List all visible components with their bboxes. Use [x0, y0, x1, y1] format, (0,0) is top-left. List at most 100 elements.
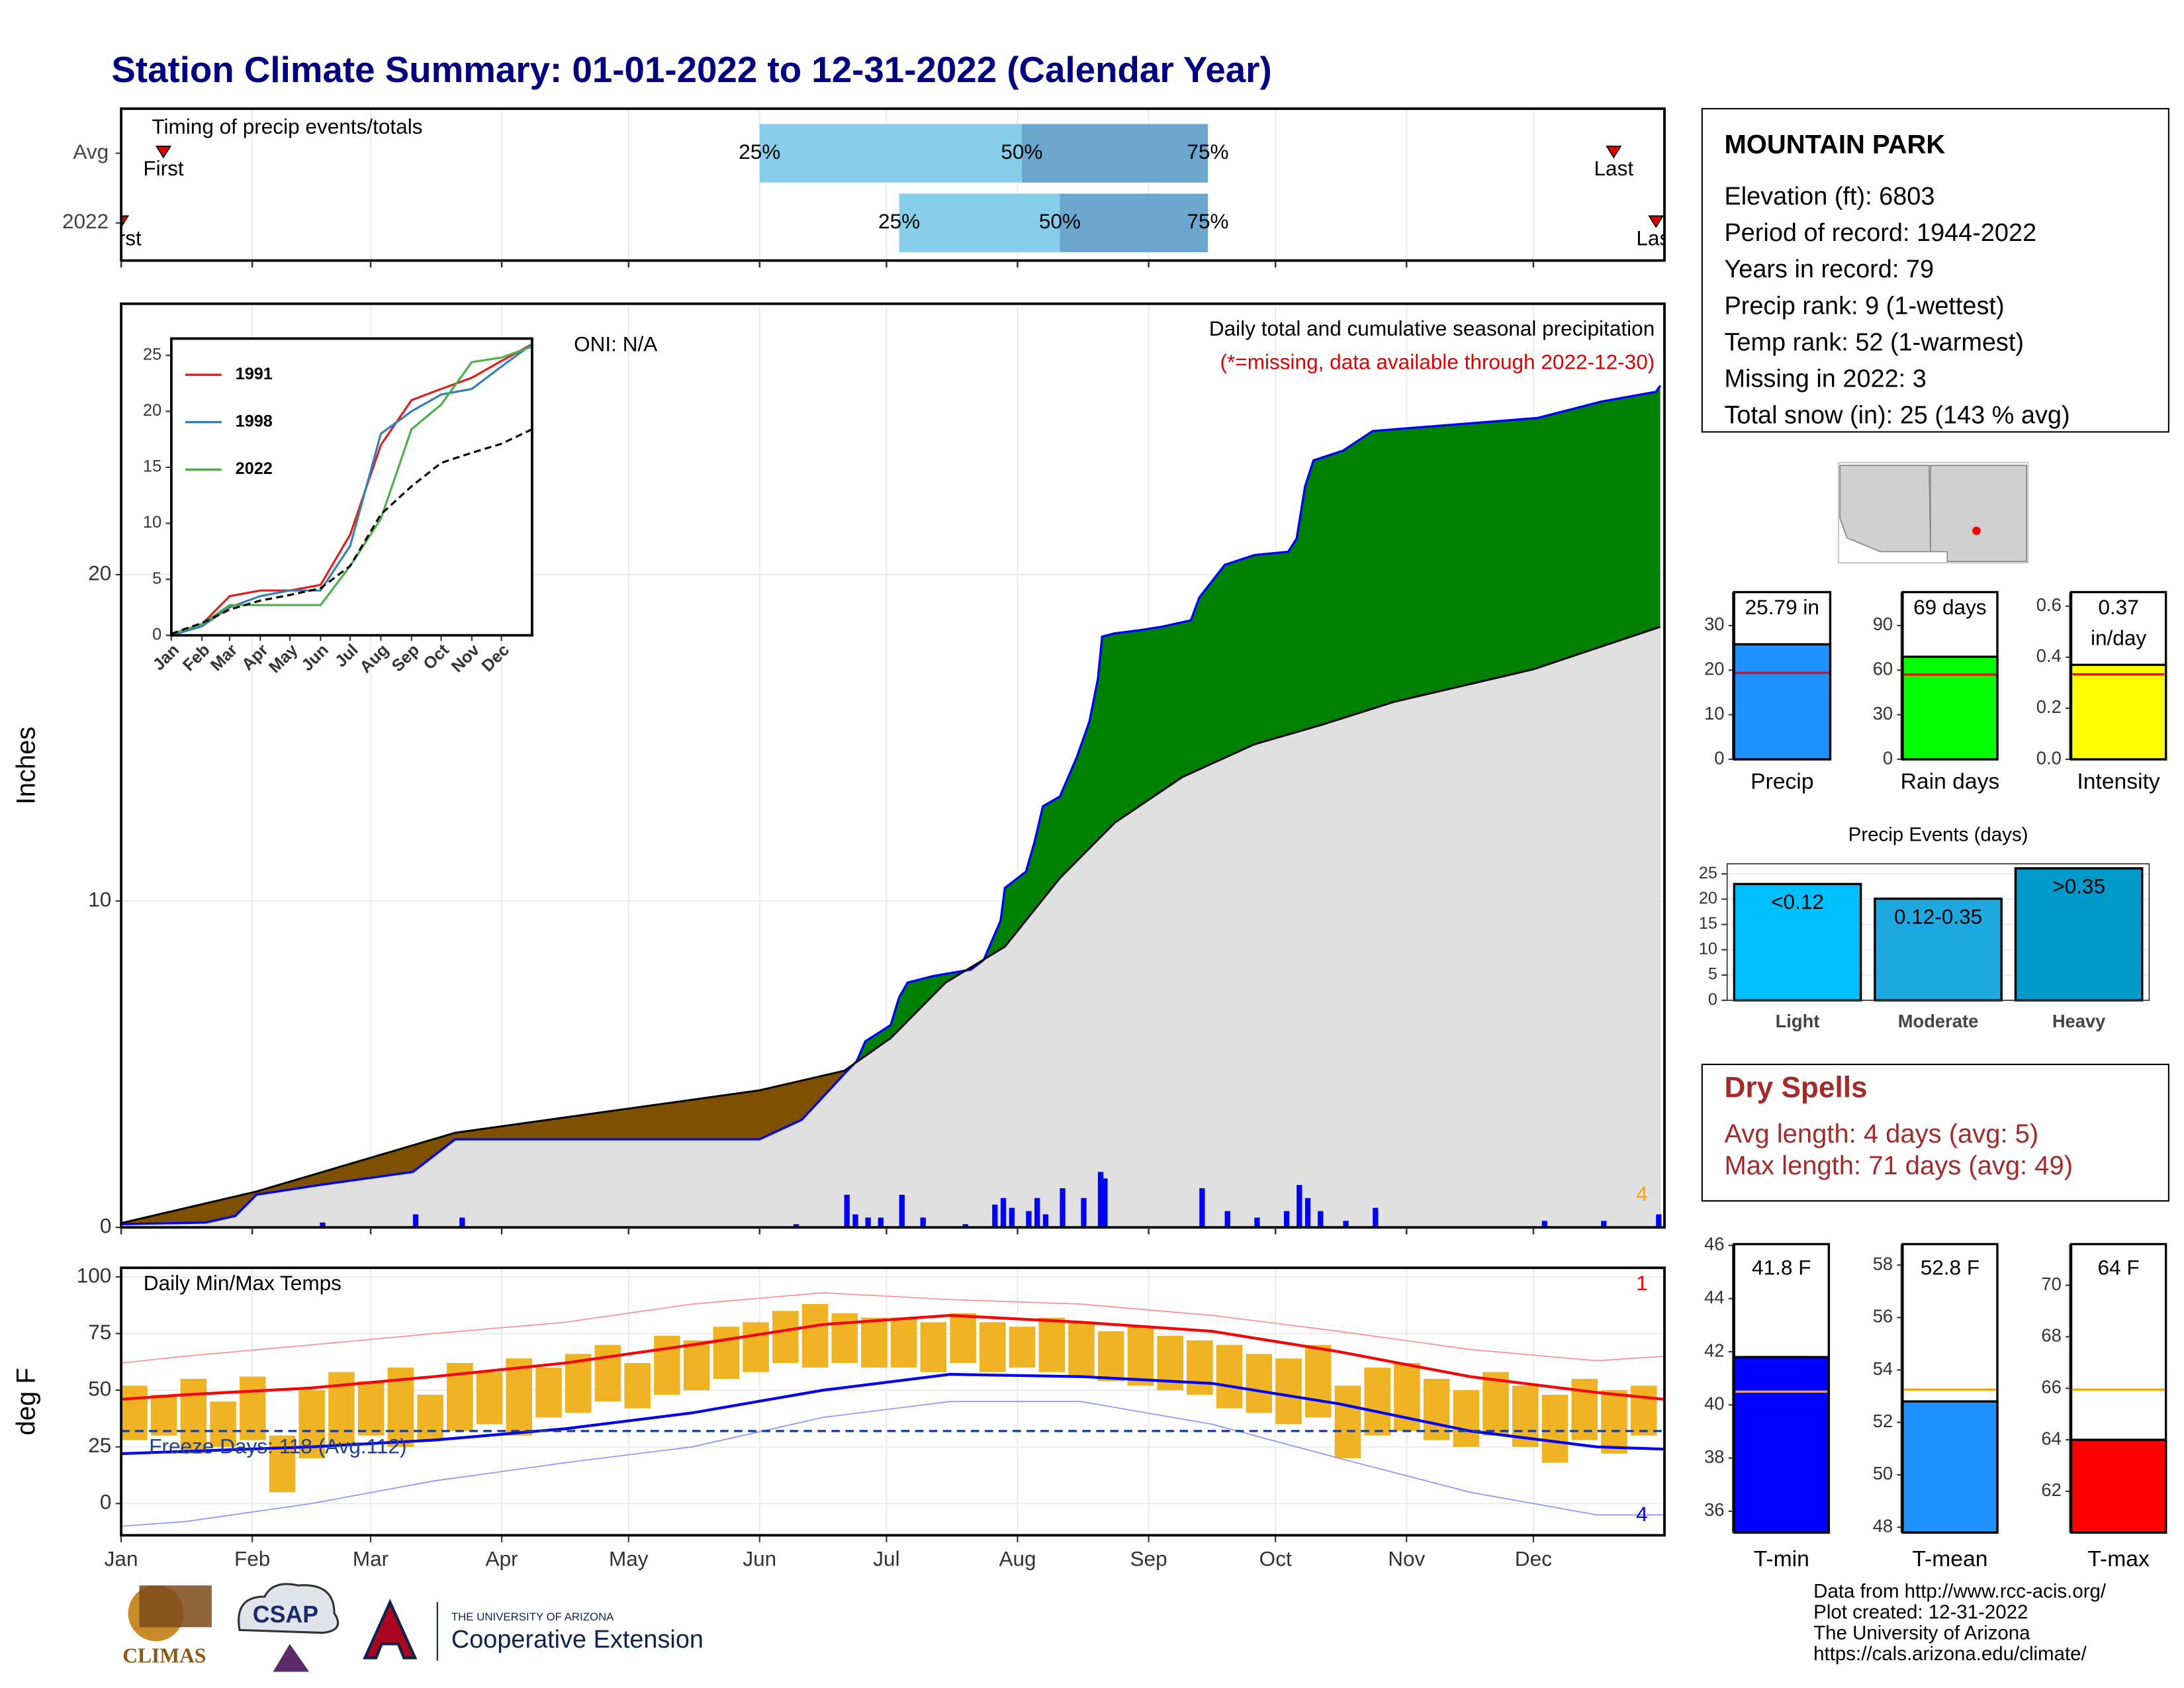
daily-bar [1656, 1214, 1662, 1228]
normal-min-line [121, 1373, 1664, 1456]
y-tick-label: 70 [2041, 1274, 2061, 1294]
series-line [171, 343, 532, 635]
x-tick-label: Jul [873, 1547, 899, 1571]
x-tick-label: Mar [353, 1547, 388, 1571]
daily-range-bar [1187, 1340, 1213, 1395]
y-tick-label: 0.4 [2036, 645, 2062, 666]
value-label: 52.8 F [1921, 1256, 1979, 1280]
quartile-label: 50% [1001, 140, 1042, 164]
value-label-box: 0.37 in/day [2090, 596, 2147, 651]
station-line: Temp rank: 52 (1-warmest) [1724, 328, 2024, 356]
csap-mountain [273, 1644, 310, 1672]
y-tick-label: 20 [1699, 889, 1717, 908]
station-line: Total snow (in): 25 (143 % avg) [1724, 402, 2070, 430]
daily-range-bar [920, 1322, 947, 1372]
y-tick-label: 90 [1873, 614, 1893, 634]
y-tick-label: 56 [1873, 1306, 1893, 1327]
bar-label: >0.35 [2052, 874, 2105, 898]
y-tick-label: 62 [2041, 1479, 2061, 1500]
dry-spells-lines: Avg length: 4 days (avg: 5)Max length: 7… [1724, 1119, 2073, 1180]
daily-range-bar [1630, 1385, 1657, 1436]
x-axis-label: Intensity [2077, 770, 2160, 794]
y-tick-label: 50 [88, 1376, 111, 1400]
panel-frame [120, 302, 1666, 1229]
daily-bar [1009, 1207, 1015, 1228]
x-tick-label: Apr [486, 1547, 518, 1571]
daily-range-bar [239, 1376, 266, 1440]
y-tick-label: 0 [1708, 990, 1717, 1009]
x-tick-label: Oct [1259, 1547, 1292, 1571]
daily-range-bar [950, 1313, 976, 1364]
oni-label: ONI: N/A [574, 332, 657, 355]
station-lines: Elevation (ft): 6803 Period of record: 19… [1724, 183, 2070, 430]
row-label: Avg [73, 140, 109, 164]
y-tick-label: 40 [1704, 1393, 1724, 1414]
bar-label: 0.12-0.35 [1894, 904, 1982, 928]
station-line: Precip rank: 9 (1-wettest) [1724, 292, 2004, 320]
panel-title: Timing of precip events/totals [152, 115, 422, 138]
daily-range-bar [1601, 1390, 1627, 1454]
x-axis-label: T-max [2087, 1547, 2150, 1571]
daily-range-bar [890, 1317, 917, 1368]
inset-lines [171, 343, 532, 635]
event-marker [155, 146, 172, 159]
y-axis-label: Inches [12, 727, 41, 805]
daily-bar [793, 1224, 799, 1228]
daily-range-bar [476, 1372, 503, 1425]
map-state [1839, 465, 1931, 553]
x-axis-label: T-min [1754, 1547, 1809, 1571]
quartile-box [759, 124, 1022, 183]
value-label-box: 69 days [1913, 596, 1987, 620]
daily-range-bar [1275, 1358, 1302, 1425]
record-low-line [121, 1401, 1664, 1527]
x-tick-label: Light [1776, 1011, 1820, 1031]
daily-bar [899, 1194, 905, 1228]
daily-range-bar [801, 1304, 829, 1368]
y-axis-label: deg F [12, 1368, 41, 1435]
dry-spells-box [1701, 1063, 2169, 1202]
y-tick-label: 30 [1704, 614, 1724, 634]
series-line [171, 428, 532, 635]
daily-bar [1254, 1217, 1260, 1228]
y-tick-label: 0 [1714, 747, 1724, 768]
normal-max-line [121, 1314, 1664, 1401]
daily-range-bar [831, 1313, 858, 1364]
y-tick-label: 25 [1699, 864, 1717, 882]
daily-range-bar [594, 1344, 621, 1402]
value-label-box: 25.79 in [1745, 596, 1819, 620]
extension-text: Cooperative Extension [451, 1626, 704, 1654]
x-axis-label: Rain days [1901, 770, 2000, 794]
x-tick-label: May [609, 1547, 649, 1571]
daily-range-bar [1246, 1354, 1273, 1413]
y-tick-label: 52 [1873, 1411, 1893, 1431]
quartile-label: 25% [878, 209, 920, 233]
y-tick-label: 0.0 [2036, 747, 2062, 768]
y-tick-label: 0.6 [2036, 594, 2062, 615]
bar [2070, 1438, 2167, 1534]
y-tick-label: 58 [1873, 1253, 1893, 1274]
daily-bar [865, 1217, 871, 1228]
csap-logo-text: CSAP [253, 1601, 318, 1628]
daily-range-bar [1009, 1327, 1036, 1368]
x-tick-label: Jun [743, 1547, 776, 1571]
daily-range-bar [1304, 1344, 1332, 1418]
daily-range-bar [713, 1327, 740, 1380]
series-line [171, 343, 532, 635]
daily-bar [1601, 1221, 1607, 1228]
daily-bar [1042, 1214, 1049, 1228]
y-tick-label: 36 [1704, 1499, 1724, 1520]
bar-label: <0.12 [1771, 890, 1824, 914]
y-tick-label: 64 [2041, 1428, 2061, 1448]
y-tick-label: 10 [1704, 703, 1724, 724]
event-label: First [101, 226, 142, 250]
daily-range-bar [1541, 1394, 1569, 1463]
y-tick-label: 10 [143, 513, 161, 532]
location-map [1838, 461, 2029, 564]
value-label: 0.37 in/day [2090, 596, 2147, 651]
event-label: Last [1594, 156, 1634, 180]
daily-range-bar [1216, 1344, 1243, 1409]
daily-bar [1284, 1211, 1290, 1228]
event-marker [121, 215, 130, 228]
map-state [1930, 465, 2028, 563]
daily-bar [1318, 1211, 1324, 1228]
